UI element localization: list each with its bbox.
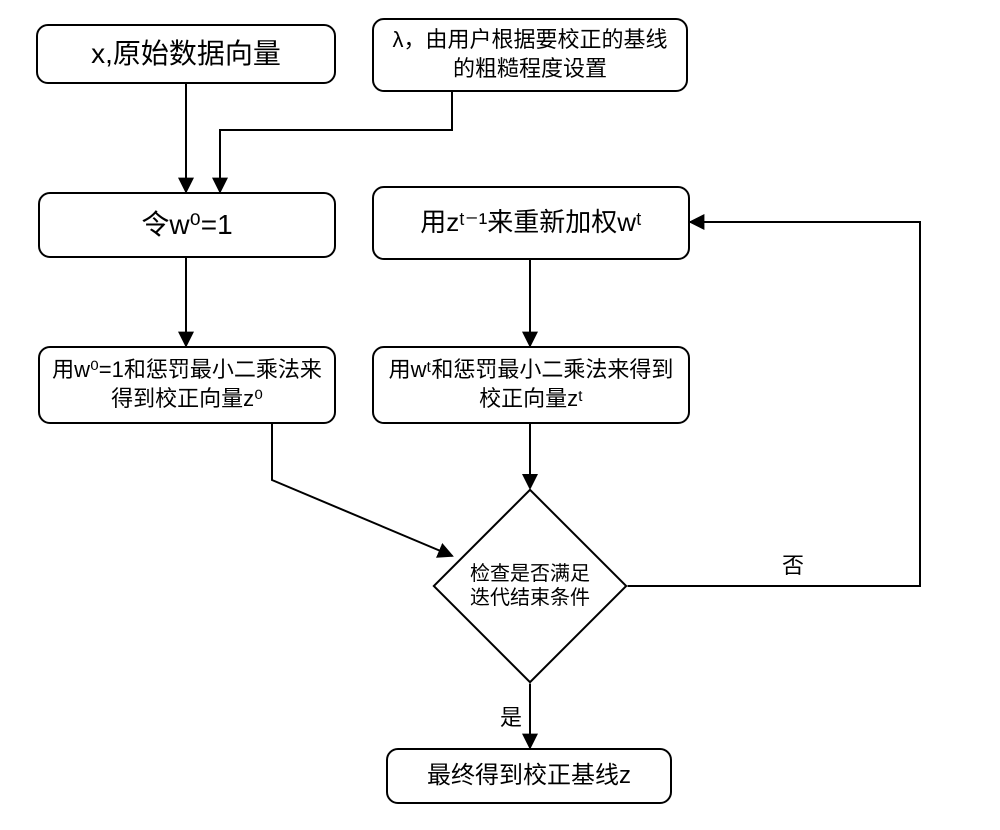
node-pls-z0: 用w⁰=1和惩罚最小二乘法来得到校正向量z⁰ xyxy=(38,346,336,424)
node-init-w0-text: 令w⁰=1 xyxy=(141,207,232,243)
edge-label-yes: 是 xyxy=(498,700,524,732)
edge-label-no-text: 否 xyxy=(782,553,804,578)
node-output-z-text: 最终得到校正基线z xyxy=(427,760,631,791)
node-decision: 检查是否满足迭代结束条件 xyxy=(461,517,599,655)
flowchart-canvas: x,原始数据向量 λ，由用户根据要校正的基线的粗糙程度设置 令w⁰=1 用zᵗ⁻… xyxy=(0,0,1000,830)
node-pls-zt-text: 用wᵗ和惩罚最小二乘法来得到校正向量zᵗ xyxy=(386,356,676,413)
node-input-x-text: x,原始数据向量 xyxy=(91,36,281,72)
node-pls-zt: 用wᵗ和惩罚最小二乘法来得到校正向量zᵗ xyxy=(372,346,690,424)
node-init-w0: 令w⁰=1 xyxy=(38,192,336,258)
node-input-lambda: λ，由用户根据要校正的基线的粗糙程度设置 xyxy=(372,18,688,92)
node-decision-text: 检查是否满足迭代结束条件 xyxy=(467,562,593,610)
node-input-lambda-text: λ，由用户根据要校正的基线的粗糙程度设置 xyxy=(386,26,674,83)
edge-label-yes-text: 是 xyxy=(500,705,522,730)
edge-label-no: 否 xyxy=(780,548,806,580)
node-input-x: x,原始数据向量 xyxy=(36,24,336,84)
node-decision-text-wrap: 检查是否满足迭代结束条件 xyxy=(461,517,599,655)
node-reweight: 用zᵗ⁻¹来重新加权wᵗ xyxy=(372,186,690,260)
node-reweight-text: 用zᵗ⁻¹来重新加权wᵗ xyxy=(420,206,642,240)
node-pls-z0-text: 用w⁰=1和惩罚最小二乘法来得到校正向量z⁰ xyxy=(52,356,322,413)
node-output-z: 最终得到校正基线z xyxy=(386,748,672,804)
